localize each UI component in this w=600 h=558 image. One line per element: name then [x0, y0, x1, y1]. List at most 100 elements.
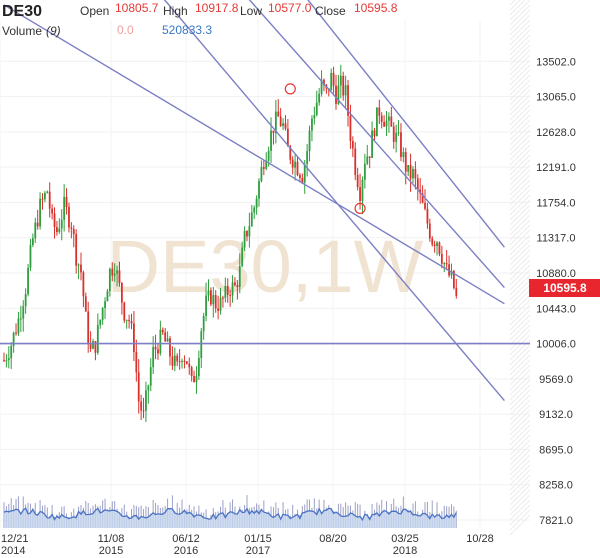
candle-body — [125, 319, 128, 321]
candle-body — [255, 198, 258, 208]
hatch-line — [509, 459, 531, 481]
watermark-label: DE30,1W — [107, 225, 424, 308]
candle-body — [173, 355, 176, 366]
hatch-line — [509, 49, 531, 71]
candle-body — [53, 213, 56, 228]
candle-body — [359, 187, 361, 202]
candle-body — [205, 295, 207, 316]
y-tick-label: 13502.0 — [536, 56, 576, 68]
candle-body — [159, 329, 162, 354]
candle-body — [176, 355, 179, 362]
candle-body — [212, 294, 215, 305]
candle-body — [363, 163, 366, 180]
candle-body — [82, 272, 85, 297]
hatch-line — [509, 174, 531, 196]
candle-body — [133, 323, 135, 353]
candle-body — [395, 132, 398, 142]
candle-body — [253, 207, 256, 213]
hatch-line — [509, 74, 531, 96]
hatch-line — [509, 414, 531, 436]
candle-body — [149, 367, 152, 386]
hatch-line — [509, 259, 531, 281]
close-value: 10595.8 — [354, 1, 398, 15]
hatch-line — [509, 154, 531, 176]
candle-body — [361, 179, 364, 202]
hatch-line — [509, 219, 531, 241]
candle-body — [431, 238, 434, 245]
candle-body — [277, 111, 280, 117]
candle-body — [193, 376, 195, 383]
candle-body — [222, 297, 224, 299]
x-tick-year: 2018 — [393, 545, 417, 557]
candle-body — [440, 253, 443, 264]
hatch-line — [509, 444, 531, 466]
y-tick-label: 11754.0 — [537, 197, 576, 209]
hatch-line — [509, 214, 531, 236]
hatch-line — [509, 144, 531, 166]
candle-body — [118, 270, 121, 283]
candle-body — [7, 358, 10, 361]
volume-pane — [3, 495, 457, 528]
hatch-line — [509, 314, 531, 336]
candle-body — [77, 264, 80, 266]
y-tick-label: 8695.0 — [539, 444, 573, 456]
candle-body — [356, 174, 359, 188]
candle-body — [272, 130, 275, 134]
candle-body — [390, 116, 393, 127]
candle-body — [455, 287, 458, 296]
hatch-line — [509, 424, 531, 446]
candle-body — [87, 311, 90, 344]
hatch-line — [509, 239, 531, 261]
candle-body — [101, 307, 104, 320]
hatch-line — [509, 354, 531, 376]
hatch-line — [509, 69, 531, 91]
candle-body — [339, 75, 342, 86]
y-tick-label: 10443.0 — [536, 303, 576, 315]
hatch-line — [509, 0, 521, 11]
hatch-line — [509, 79, 531, 101]
candle-body — [443, 263, 446, 265]
candle-body — [260, 167, 263, 182]
hatch-line — [509, 389, 531, 411]
candle-body — [301, 177, 304, 183]
candle-body — [342, 75, 345, 96]
hatch-line — [509, 284, 531, 306]
channel-line — [248, 0, 505, 288]
candle-body — [351, 141, 354, 149]
candle-body — [318, 93, 321, 103]
channel-line — [307, 0, 505, 248]
candle-body — [63, 196, 66, 220]
y-tick-label: 7821.0 — [539, 515, 573, 527]
candle-body — [164, 332, 167, 342]
candle-body — [135, 352, 138, 373]
hatch-line — [509, 124, 531, 146]
x-tick-year: 2017 — [246, 545, 270, 557]
hatch-line — [509, 14, 531, 36]
hatch-line — [509, 404, 531, 426]
x-tick-year: 2014 — [1, 545, 25, 557]
candle-body — [308, 130, 311, 152]
hatch-line — [509, 489, 531, 511]
candle-body — [448, 264, 450, 276]
hatch-line — [509, 434, 531, 456]
candle-body — [145, 390, 147, 411]
hatch-line — [509, 34, 531, 56]
candle-body — [214, 294, 217, 309]
candle-body — [219, 297, 222, 311]
channel-line — [3, 4, 505, 305]
hatch-line — [509, 9, 531, 31]
hatch-line — [509, 89, 531, 111]
hatch-line — [509, 0, 526, 16]
hatch-line — [509, 399, 531, 421]
candle-body — [185, 361, 188, 364]
hatch-line — [509, 254, 531, 276]
candle-body — [286, 128, 289, 147]
hatch-line — [509, 324, 531, 346]
candle-body — [183, 360, 186, 362]
candle-body — [147, 385, 150, 391]
y-tick-label: 10880.0 — [536, 268, 576, 280]
candle-body — [371, 130, 373, 158]
candle-body — [299, 175, 301, 178]
candle-body — [217, 308, 220, 311]
